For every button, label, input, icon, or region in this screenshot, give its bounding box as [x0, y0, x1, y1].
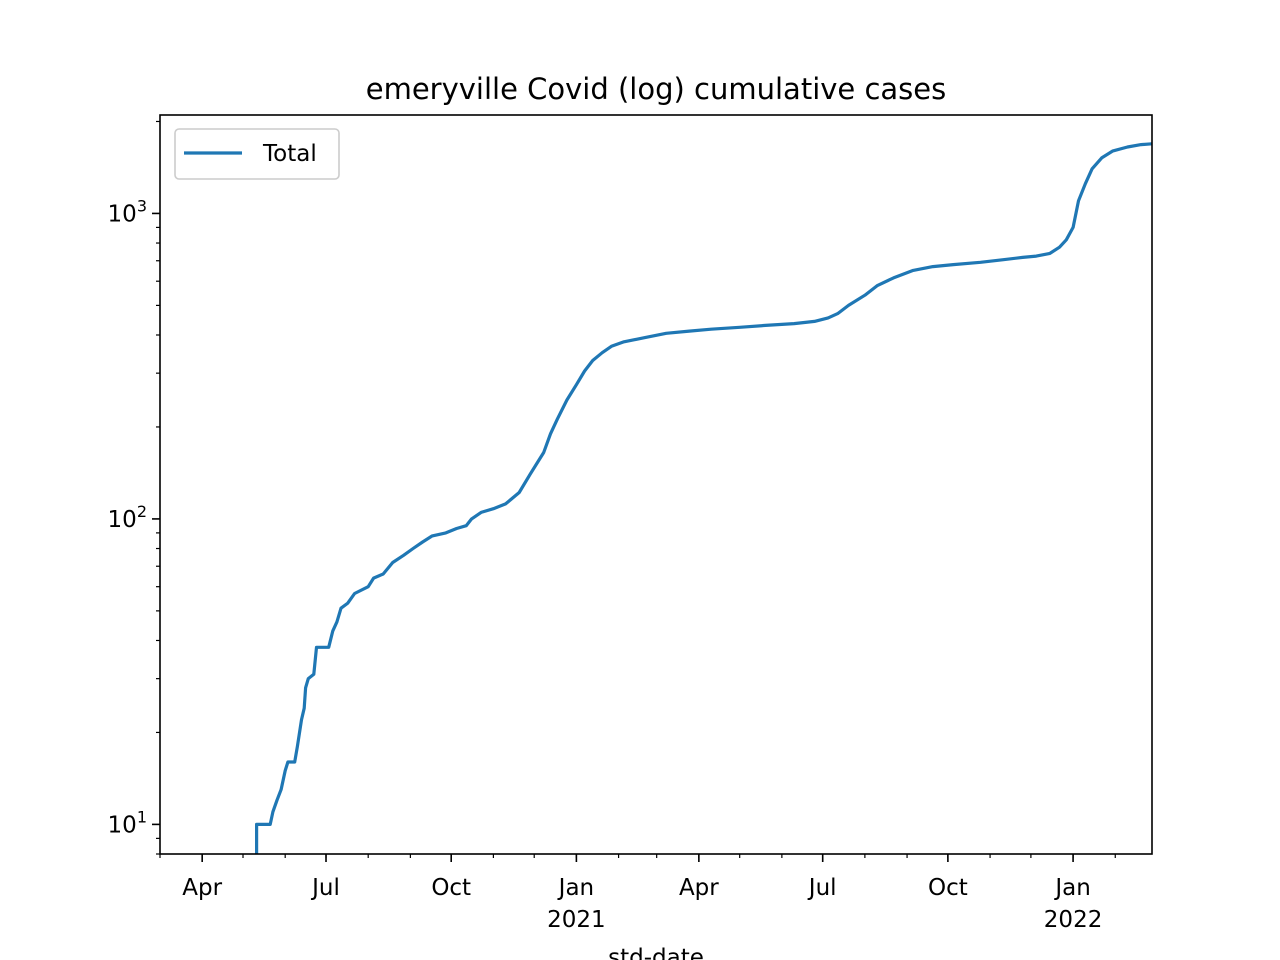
x-tick-sublabel: 2021: [547, 907, 606, 933]
x-tick-label: Jan: [1053, 875, 1090, 901]
y-tick-label: 102: [108, 502, 147, 533]
x-tick-label: Jan: [557, 875, 594, 901]
plot-area: Apr Jul Oct Jan 2021 Apr Jul Oct Jan 2022 101 102 10…: [108, 114, 1153, 933]
series-line-total: [255, 142, 1152, 854]
x-tick-label: Jul: [310, 875, 340, 901]
x-tick-label: Oct: [431, 875, 471, 901]
y-tick-label: 103: [108, 196, 147, 227]
legend-label: Total: [262, 141, 317, 167]
x-tick-label: Jul: [807, 875, 837, 901]
legend: Total: [174, 128, 340, 180]
x-tick-label: Apr: [182, 875, 222, 901]
x-tick-sublabel: 2022: [1044, 907, 1103, 933]
axes-frame: [159, 114, 1153, 855]
x-tick-label: Oct: [928, 875, 968, 901]
x-axis-label: std-date: [608, 945, 704, 960]
y-tick-label: 101: [108, 807, 147, 838]
x-tick-label: Apr: [679, 875, 719, 901]
chart-title: emeryville Covid (log) cumulative cases: [366, 72, 947, 106]
legend-box: [174, 128, 340, 180]
